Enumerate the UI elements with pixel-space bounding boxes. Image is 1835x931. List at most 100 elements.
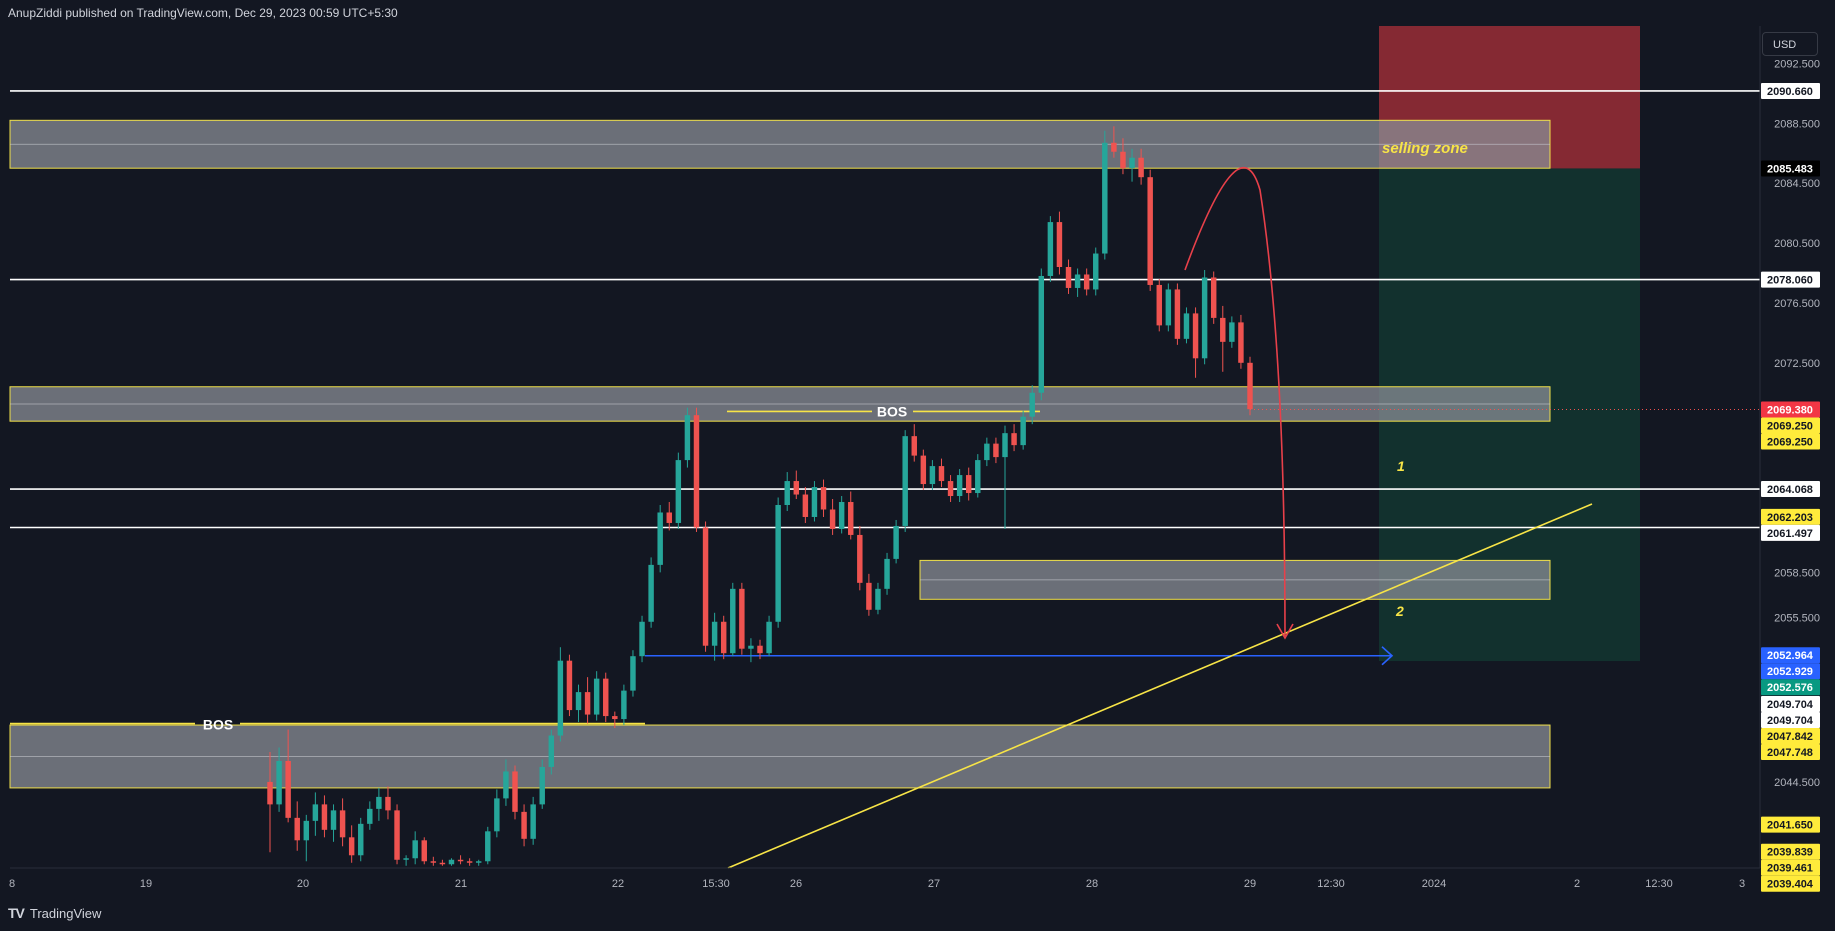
candle-body — [612, 716, 618, 720]
candle-body — [702, 527, 709, 646]
x-tick-label: 27 — [928, 878, 940, 890]
candle-body — [956, 475, 963, 497]
candle-body — [1093, 253, 1099, 290]
bos-label: BOS — [203, 717, 233, 733]
candle-body — [711, 621, 718, 646]
candle-body — [793, 481, 800, 495]
publisher-caption: AnupZiddi published on TradingView.com, … — [8, 6, 398, 20]
candle-body — [802, 494, 809, 517]
candle-body — [784, 481, 790, 506]
candle-body — [466, 861, 473, 863]
target-arrow-icon — [1381, 646, 1394, 666]
y-tick-label: 2055.500 — [1774, 612, 1820, 624]
candle-body — [993, 443, 999, 458]
candle-body — [875, 588, 881, 610]
projection-path — [1184, 167, 1286, 637]
candle-body — [657, 512, 663, 565]
candle-body — [757, 645, 763, 654]
x-tick-label: 26 — [790, 878, 802, 890]
candle-body — [884, 558, 890, 589]
y-tick-label: 2080.500 — [1774, 238, 1820, 250]
x-tick-label: 8 — [9, 878, 15, 890]
candle-body — [1120, 151, 1126, 169]
price-label-bg — [1761, 728, 1820, 745]
candle-body — [848, 502, 854, 535]
candle-body — [539, 766, 545, 805]
candle-body — [1156, 284, 1162, 326]
candle-body — [720, 621, 727, 654]
x-tick-label: 29 — [1244, 878, 1256, 890]
candles-layer — [267, 126, 1253, 866]
candle-body — [403, 858, 409, 860]
y-tick-label: 2088.500 — [1774, 118, 1820, 130]
price-label: 2047.842 — [1767, 731, 1813, 743]
candle-body — [285, 760, 291, 818]
candle-body — [1047, 222, 1054, 276]
price-label: 2062.203 — [1767, 512, 1813, 524]
currency-button[interactable]: USD — [1762, 32, 1818, 56]
candle-body — [412, 840, 418, 859]
candle-body — [929, 466, 936, 485]
annotations-layer: selling zone BOS BOS 1 2 — [203, 140, 1468, 733]
y-tick-label: 2044.500 — [1774, 777, 1820, 789]
candle-body — [1065, 266, 1072, 288]
candle-body — [838, 502, 845, 529]
axis-layer: 2092.500 2088.500 2084.500 2080.500 2076.500… — [9, 26, 1820, 892]
price-label: 2039.404 — [1767, 879, 1814, 891]
selling-zone-label: selling zone — [1382, 140, 1468, 157]
candle-body — [1165, 289, 1172, 326]
candle-body — [1138, 157, 1144, 178]
candle-body — [1102, 142, 1108, 254]
price-label: 2049.704 — [1767, 715, 1814, 727]
candle-body — [385, 796, 391, 811]
candle-body — [1020, 416, 1026, 446]
candle-body — [866, 582, 872, 610]
price-label-bg — [1761, 816, 1820, 833]
candle-body — [485, 831, 491, 862]
candle-body — [1220, 317, 1226, 342]
price-label: 2049.704 — [1767, 699, 1814, 711]
candle-body — [566, 660, 573, 711]
candle-body — [1147, 177, 1153, 285]
price-label-bg — [1761, 433, 1820, 450]
candle-body — [621, 690, 627, 720]
candle-body — [965, 475, 972, 494]
candle-body — [1129, 157, 1135, 169]
candle-body — [330, 810, 337, 830]
lines-layer — [10, 90, 1760, 869]
candle-body — [775, 505, 781, 622]
price-label-bg — [1761, 82, 1820, 99]
price-label-bg — [1761, 524, 1820, 541]
x-tick-label: 19 — [140, 878, 152, 890]
y-tick-label: 2092.500 — [1774, 58, 1820, 70]
candle-body — [448, 859, 455, 865]
candle-body — [1201, 277, 1208, 359]
bos-label: BOS — [877, 403, 907, 419]
price-label-bg — [1761, 508, 1820, 525]
x-tick-label: 12:30 — [1317, 878, 1345, 890]
candle-body — [439, 862, 446, 865]
price-label-bg — [1761, 417, 1820, 434]
candle-body — [348, 837, 355, 856]
price-label-bg — [1761, 679, 1820, 696]
y-tick-label: 2076.500 — [1774, 298, 1820, 310]
candle-body — [947, 481, 954, 497]
price-label-bg — [1761, 663, 1820, 680]
target-2-label: 2 — [1395, 603, 1404, 619]
candle-body — [575, 692, 582, 711]
candle-body — [394, 810, 400, 860]
price-label-bg — [1761, 712, 1820, 729]
candle-body — [820, 487, 827, 510]
candle-body — [267, 781, 273, 805]
x-tick-label: 20 — [297, 878, 309, 890]
price-label-bg — [1761, 481, 1820, 498]
x-tick-label: 22 — [612, 878, 624, 890]
candle-body — [494, 798, 500, 832]
candle-body — [512, 771, 518, 812]
candle-body — [648, 564, 654, 622]
candle-body — [1192, 313, 1199, 359]
candle-body — [984, 443, 990, 461]
candle-body — [312, 804, 319, 821]
candle-body — [684, 415, 691, 461]
